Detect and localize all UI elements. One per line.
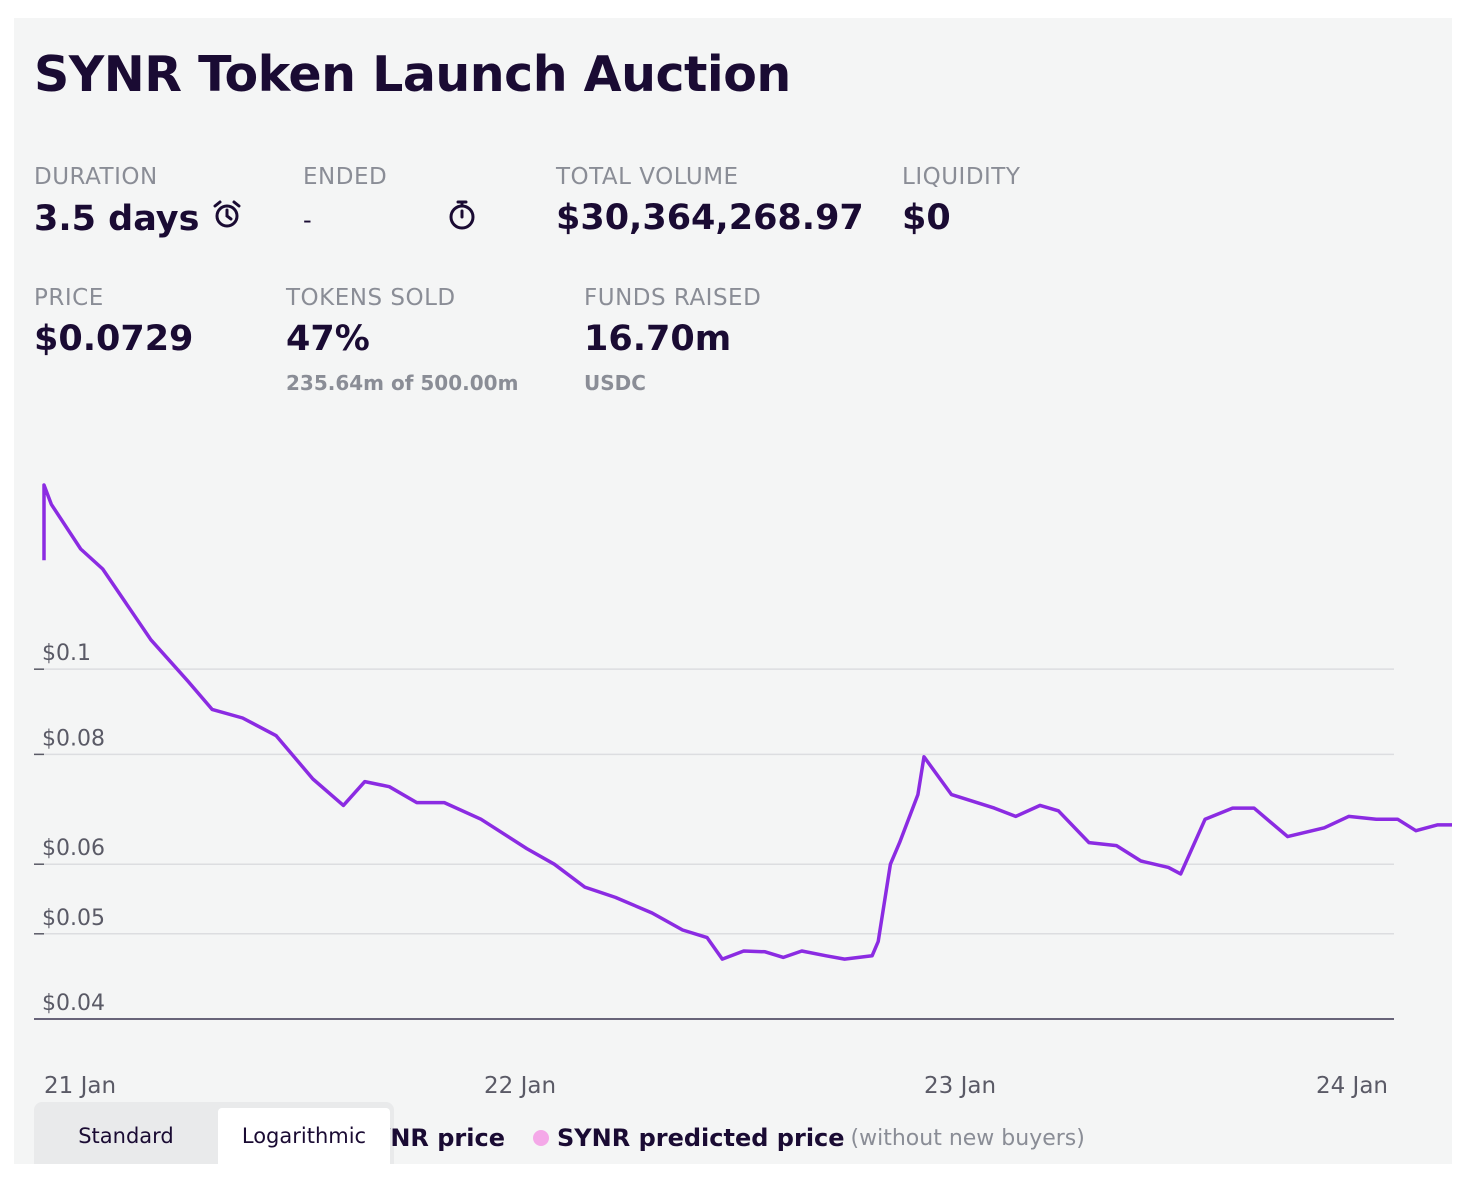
funds-raised-value: 16.70m [584,319,732,359]
stat-label: TOKENS SOLD [286,285,456,311]
liquidity-value: $0 [902,198,951,238]
total-volume-value: $30,364,268.97 [556,198,864,238]
x-tick-label: 21 Jan [44,1073,116,1098]
chart-legend: SYNR price SYNR predicted price (without… [390,1118,1085,1158]
y-tick-label: $0.05 [42,906,105,931]
stat-label: LIQUIDITY [902,164,1021,190]
scale-toggle: Standard Logarithmic [34,1102,394,1164]
legend-predicted-dot [533,1130,549,1146]
auction-card: SYNR Token Launch Auction DURATION 3.5 d… [14,18,1452,1164]
tokens-sold-value: 47% [286,319,370,359]
ended-value: - [303,205,312,234]
y-tick-label: $0.04 [42,991,105,1016]
logarithmic-scale-button[interactable]: Logarithmic [218,1108,390,1164]
price-value: $0.0729 [34,319,194,359]
x-tick-label: 22 Jan [484,1073,556,1098]
price-chart: $0.1 $0.08 $0.06 $0.05 $0.04 21 Jan 22 Jan 23 J… [34,483,1452,1098]
legend-synr-price[interactable]: SYNR price [390,1124,505,1152]
tokens-sold-detail: 235.64m of 500.00m [286,371,519,395]
stat-label: FUNDS RAISED [584,285,762,311]
stat-tokens-sold: TOKENS SOLD 47% 235.64m of 500.00m [286,285,518,395]
stat-liquidity: LIQUIDITY $0 [902,164,1020,238]
legend-predicted-note: (without new buyers) [850,1125,1085,1151]
y-tick-label: $0.06 [42,836,105,861]
stat-ended: ENDED - [303,164,478,241]
funds-raised-currency: USDC [584,371,646,395]
stat-label: TOTAL VOLUME [556,164,739,190]
legend-synr-predicted-price[interactable]: SYNR predicted price [557,1124,845,1152]
page-title: SYNR Token Launch Auction [34,46,791,103]
stat-duration: DURATION 3.5 days [34,164,243,239]
stat-label: DURATION [34,164,158,190]
x-tick-label: 23 Jan [924,1073,996,1098]
synr-price-line [42,483,1452,961]
stat-price: PRICE $0.0729 [34,285,193,359]
x-tick-label: 24 Jan [1316,1073,1388,1098]
stat-label: ENDED [303,164,388,190]
stat-total-volume: TOTAL VOLUME $30,364,268.97 [556,164,864,238]
duration-value: 3.5 days [34,198,200,239]
stat-label: PRICE [34,285,104,311]
standard-scale-button[interactable]: Standard [78,1124,174,1148]
stopwatch-icon [446,198,478,241]
stat-funds-raised: FUNDS RAISED 16.70m USDC [584,285,761,395]
y-tick-label: $0.08 [42,726,105,751]
y-tick-label: $0.1 [42,641,91,666]
alarm-clock-icon [211,198,243,239]
